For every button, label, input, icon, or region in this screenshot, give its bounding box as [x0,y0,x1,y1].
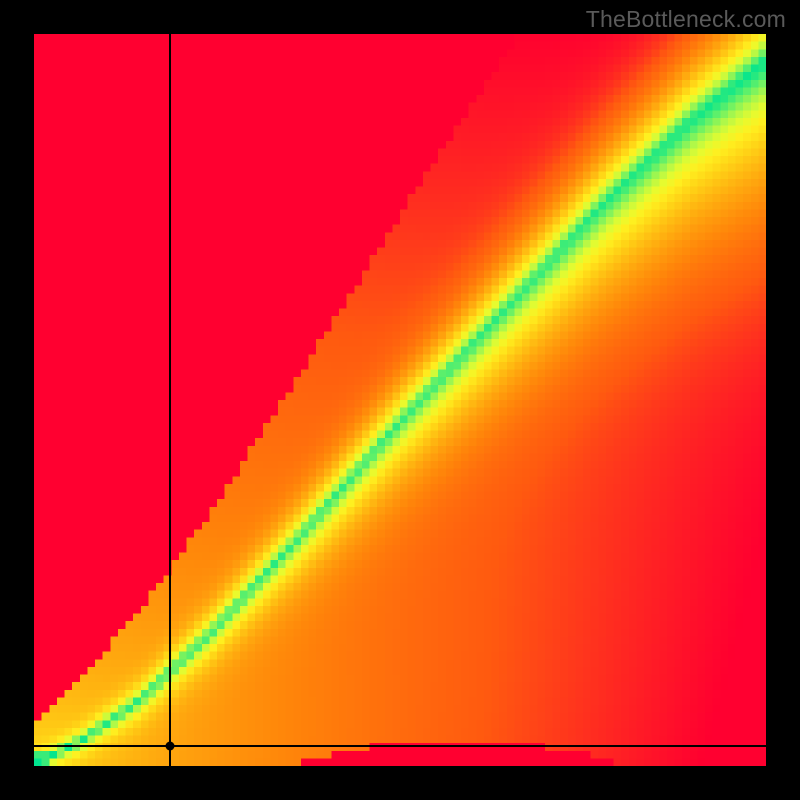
chart-area [34,34,766,766]
watermark: TheBottleneck.com [586,6,786,33]
crosshair-vertical [169,34,171,766]
bottleneck-heatmap [34,34,766,766]
crosshair-horizontal [34,745,766,747]
crosshair-dot [166,742,175,751]
